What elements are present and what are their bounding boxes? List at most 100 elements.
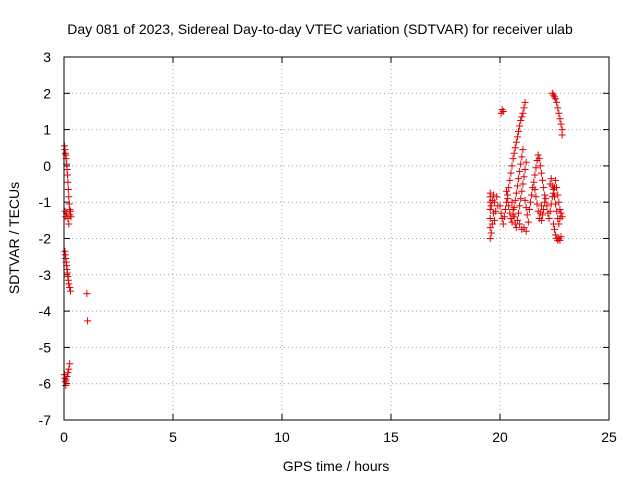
data-point (557, 233, 565, 241)
data-point (499, 220, 507, 228)
data-point (511, 196, 519, 204)
data-point (497, 209, 505, 217)
chart-title: Day 081 of 2023, Sidereal Day-to-day VTE… (67, 21, 573, 37)
data-point (540, 205, 548, 213)
y-tick-label: -4 (39, 303, 52, 319)
data-point (506, 176, 514, 184)
data-point (517, 195, 525, 203)
data-point (527, 198, 535, 206)
data-point (506, 209, 514, 217)
x-tick-label: 15 (383, 429, 399, 445)
y-tick-labels: -7 -6 -5 -4 -3 -2 -1 0 1 2 3 (39, 49, 52, 428)
data-point (512, 189, 520, 197)
data-point (516, 122, 524, 130)
data-point (558, 131, 566, 139)
data-point (65, 220, 73, 228)
data-point (554, 104, 562, 112)
data-point (498, 106, 506, 114)
data-point (519, 180, 527, 188)
data-point (551, 225, 558, 233)
data-point (557, 209, 565, 217)
data-point (512, 138, 520, 146)
data-point (515, 127, 523, 135)
data-point (519, 109, 527, 117)
data-point (487, 229, 495, 237)
data-point (543, 202, 551, 210)
data-point (554, 191, 562, 199)
data-point (64, 215, 72, 223)
data-point (512, 224, 520, 232)
data-point (536, 162, 544, 170)
data-point (537, 216, 545, 224)
data-point (541, 198, 549, 206)
x-tick-label: 25 (601, 429, 617, 445)
data-point (503, 187, 511, 195)
y-axis-label: SDTVAR / TECUs (6, 182, 22, 294)
grid-lines (64, 57, 609, 420)
data-point (555, 109, 563, 117)
x-tick-label: 20 (492, 429, 508, 445)
data-point (520, 104, 528, 112)
data-point (520, 224, 528, 232)
data-point (509, 155, 517, 163)
y-tick-label: 1 (43, 122, 51, 138)
data-point (528, 191, 536, 199)
data-point (521, 98, 529, 106)
data-point (492, 207, 500, 215)
data-point (486, 215, 494, 223)
data-point (556, 236, 564, 244)
data-point (545, 215, 553, 223)
data-point (535, 155, 543, 163)
data-point (501, 205, 509, 213)
data-point (505, 184, 513, 192)
data-point (65, 280, 73, 288)
data-point (63, 171, 71, 179)
data-point (516, 220, 524, 228)
data-points (60, 89, 566, 390)
data-point (510, 149, 518, 157)
data-point (518, 187, 526, 195)
data-point (522, 227, 530, 235)
data-point (515, 209, 523, 217)
data-point (505, 202, 513, 210)
data-point (533, 200, 541, 208)
data-point (509, 205, 517, 213)
data-point (522, 158, 530, 166)
data-point (489, 191, 497, 199)
data-point (553, 184, 561, 192)
data-point (513, 182, 521, 190)
data-point (551, 193, 558, 201)
data-point (522, 204, 530, 212)
y-tick-label: -1 (39, 194, 52, 210)
x-tick-label: 10 (274, 429, 290, 445)
data-point (508, 218, 516, 226)
data-point (556, 205, 564, 213)
data-point (486, 224, 494, 232)
data-point (507, 215, 515, 223)
data-point (537, 169, 545, 177)
data-point (500, 213, 508, 221)
data-point (67, 287, 75, 295)
data-point (540, 184, 548, 192)
data-point (552, 200, 560, 208)
data-point (488, 220, 496, 228)
data-point (552, 95, 560, 103)
data-point (83, 290, 91, 298)
y-tick-label: -2 (39, 231, 52, 247)
data-point (548, 89, 556, 97)
data-point (496, 202, 504, 210)
data-point (510, 213, 518, 221)
data-point (524, 218, 532, 226)
data-point (542, 195, 550, 203)
data-point (513, 133, 521, 141)
data-point (555, 198, 563, 206)
data-point (516, 202, 524, 210)
data-point (556, 115, 564, 123)
data-point (518, 153, 526, 161)
data-point (504, 195, 512, 203)
x-tick-labels: 0 5 10 15 20 25 (60, 429, 617, 445)
data-point (64, 178, 72, 186)
y-tick-label: -6 (39, 376, 52, 392)
data-point (546, 207, 554, 215)
data-point (510, 204, 518, 212)
